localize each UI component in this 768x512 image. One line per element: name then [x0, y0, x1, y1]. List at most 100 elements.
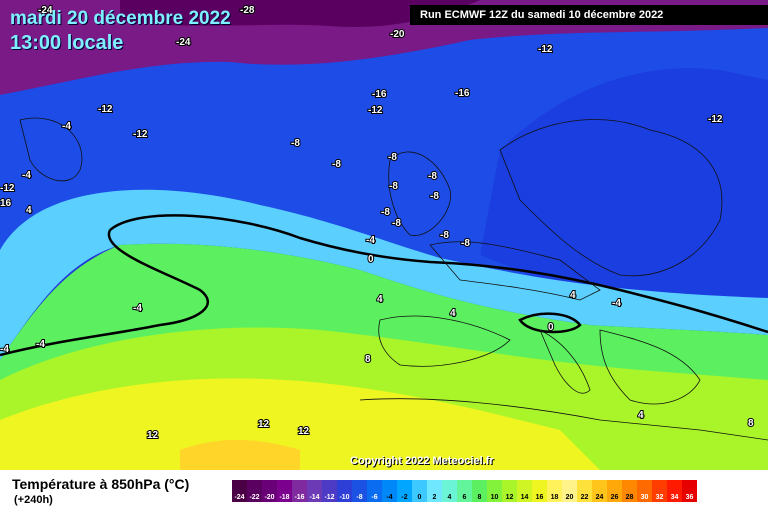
map-label: -12	[538, 44, 553, 55]
map-label: 0	[368, 254, 374, 265]
scale-swatch: 24	[592, 480, 607, 502]
scale-tick-label: 34	[670, 494, 679, 501]
scale-tick-label: 30	[640, 494, 649, 501]
very-cold-zone	[120, 0, 480, 27]
map-label: -4	[36, 339, 45, 350]
map-label: 12	[258, 419, 270, 430]
map-label: 4	[377, 294, 383, 305]
scale-tick-label: -8	[356, 494, 363, 501]
scale-tick-label: -24	[234, 494, 245, 501]
scale-tick-label: 28	[625, 494, 634, 501]
map-label: -12	[708, 114, 723, 125]
scale-tick-label: 36	[685, 494, 694, 501]
scale-swatch: -4	[382, 480, 397, 502]
map-label: -8	[332, 159, 341, 170]
continental-cold	[480, 68, 768, 300]
map-label: 4	[570, 290, 576, 301]
scale-swatch: 22	[577, 480, 592, 502]
map-label: -8	[428, 171, 437, 182]
forecast-time: 13:00 locale	[10, 32, 124, 54]
scale-tick-label: 26	[610, 494, 619, 501]
scale-tick-label: 8	[477, 494, 482, 501]
map-label: -12	[368, 105, 383, 116]
coastlines	[19, 117, 768, 441]
warmest-zone	[180, 439, 300, 470]
copyright: Copyright 2022 Meteociel.fr	[350, 455, 494, 467]
map-label: 4	[26, 205, 32, 216]
scale-swatch: 20	[562, 480, 577, 502]
zero-isotherm-alps	[518, 312, 582, 334]
map-label: 12	[147, 430, 159, 441]
scale-swatch: 18	[547, 480, 562, 502]
scale-swatch: 28	[622, 480, 637, 502]
scale-swatch: 8	[472, 480, 487, 502]
map-label: -16	[372, 89, 387, 100]
scale-swatch: -18	[277, 480, 292, 502]
map-label: -8	[388, 152, 397, 163]
scale-swatch: 6	[457, 480, 472, 502]
footer-bar: Température à 850hPa (°C) (+240h) -24 -22…	[0, 470, 768, 512]
map-label: -12	[0, 183, 15, 194]
map-label: -8	[430, 191, 439, 202]
lead-time: (+240h)	[14, 494, 53, 506]
scale-swatch: 30	[637, 480, 652, 502]
scale-swatch: 36	[682, 480, 697, 502]
map-label: -4	[62, 121, 71, 132]
map-label: -24	[176, 37, 191, 48]
zero-isotherm-west	[0, 229, 209, 357]
map-label: -4	[366, 235, 375, 246]
model-run-info: Run ECMWF 12Z du samedi 10 décembre 2022	[410, 5, 768, 25]
map-label: 8	[365, 354, 371, 365]
map-label: -12	[98, 104, 113, 115]
map-label: -8	[291, 138, 300, 149]
map-label: 8	[748, 418, 754, 429]
map-label: -4	[0, 344, 9, 355]
scale-swatch: -12	[322, 480, 337, 502]
scale-tick-label: -16	[294, 494, 305, 501]
scale-swatch: 10	[487, 480, 502, 502]
scale-tick-label: 14	[520, 494, 529, 501]
scale-swatch: -10	[337, 480, 352, 502]
map-label: -24	[38, 5, 53, 16]
scale-tick-label: 10	[490, 494, 499, 501]
scale-swatch: 32	[652, 480, 667, 502]
scale-swatch: 14	[517, 480, 532, 502]
scale-swatch: -16	[292, 480, 307, 502]
scale-tick-label: 16	[535, 494, 544, 501]
forecast-date: mardi 20 décembre 2022	[10, 8, 231, 29]
scale-swatch: 2	[427, 480, 442, 502]
scale-swatch: 26	[607, 480, 622, 502]
scale-swatch: -2	[397, 480, 412, 502]
temperature-map: -24 -28 -24 -20 -12 -16 -16 -12 -12 -12 …	[0, 0, 768, 470]
map-label: -20	[390, 29, 405, 40]
scale-tick-label: 18	[550, 494, 559, 501]
scale-tick-label: -10	[339, 494, 350, 501]
scale-tick-label: -20	[264, 494, 275, 501]
isotherm-labels: -24 -28 -24 -20 -12 -16 -16 -12 -12 -12 …	[0, 4, 755, 442]
scale-swatch: -8	[352, 480, 367, 502]
color-scale: -24 -22 -20 -18 -16 -14 -12 -10 -8 -6 -4 -2 0 2 4 6 8 10 1…	[232, 480, 697, 502]
scale-tick-label: -14	[309, 494, 320, 501]
map-label: 12	[298, 426, 310, 437]
scale-tick-label: 22	[580, 494, 589, 501]
map-label: -4	[133, 303, 142, 314]
map-label: 16	[0, 198, 12, 209]
scale-tick-label: -2	[401, 494, 408, 501]
scale-tick-label: -22	[249, 494, 260, 501]
map-label: -12	[133, 129, 148, 140]
scale-tick-label: 20	[565, 494, 574, 501]
map-label: -8	[461, 238, 470, 249]
scale-swatch: -6	[367, 480, 382, 502]
zero-isotherm	[109, 214, 768, 334]
scale-tick-label: 6	[462, 494, 467, 501]
scale-tick-label: 0	[417, 494, 422, 501]
map-label: -4	[612, 298, 621, 309]
scale-tick-label: -4	[386, 494, 393, 501]
scale-swatch: -20	[262, 480, 277, 502]
scale-swatch: -14	[307, 480, 322, 502]
scale-tick-label: 12	[505, 494, 514, 501]
scale-swatch: 16	[532, 480, 547, 502]
map-label: -16	[455, 88, 470, 99]
scale-tick-label: 32	[655, 494, 664, 501]
